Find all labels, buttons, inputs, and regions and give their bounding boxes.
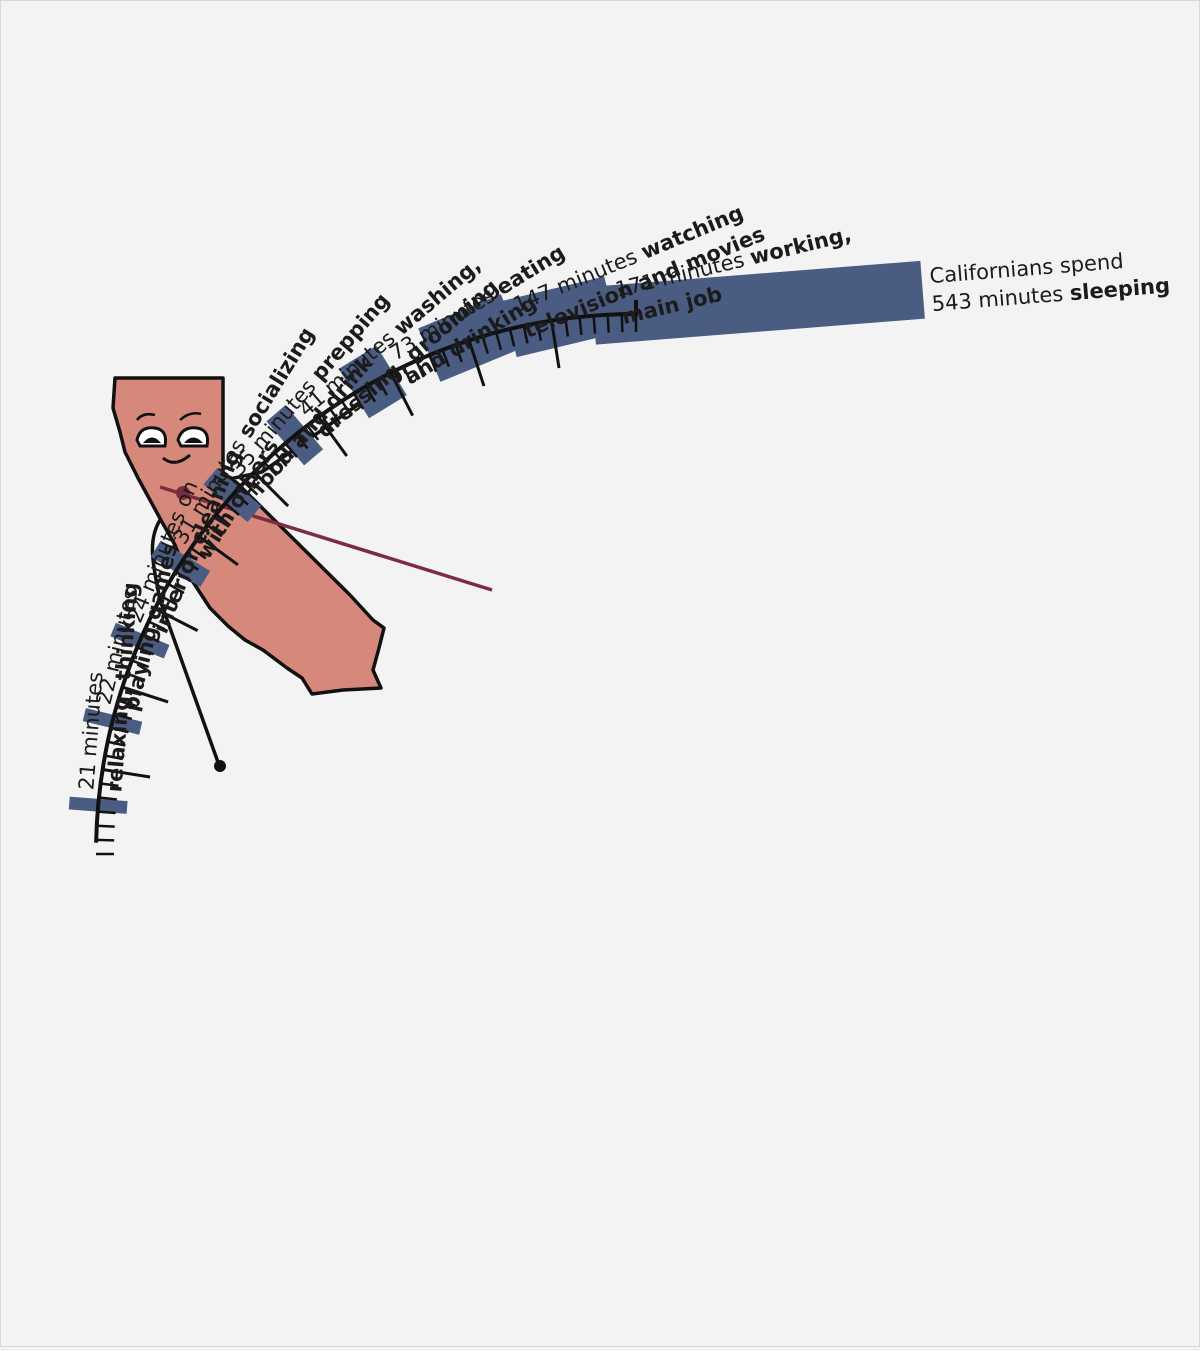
minor-tick [98, 812, 116, 813]
mascot-right-eye [178, 428, 208, 446]
mascot-foot-dot [214, 760, 226, 772]
minor-tick [608, 315, 609, 333]
labels-layer: Californians spend543 minutes sleeping17… [74, 196, 1170, 793]
bar-label: Californians spend543 minutes sleeping [929, 245, 1171, 316]
minor-tick [97, 826, 115, 827]
minor-tick [594, 316, 595, 334]
mascot-left-eye [137, 428, 166, 446]
label-text: 543 minutes [931, 281, 1071, 316]
label-bold-text: sleeping [1069, 273, 1171, 305]
